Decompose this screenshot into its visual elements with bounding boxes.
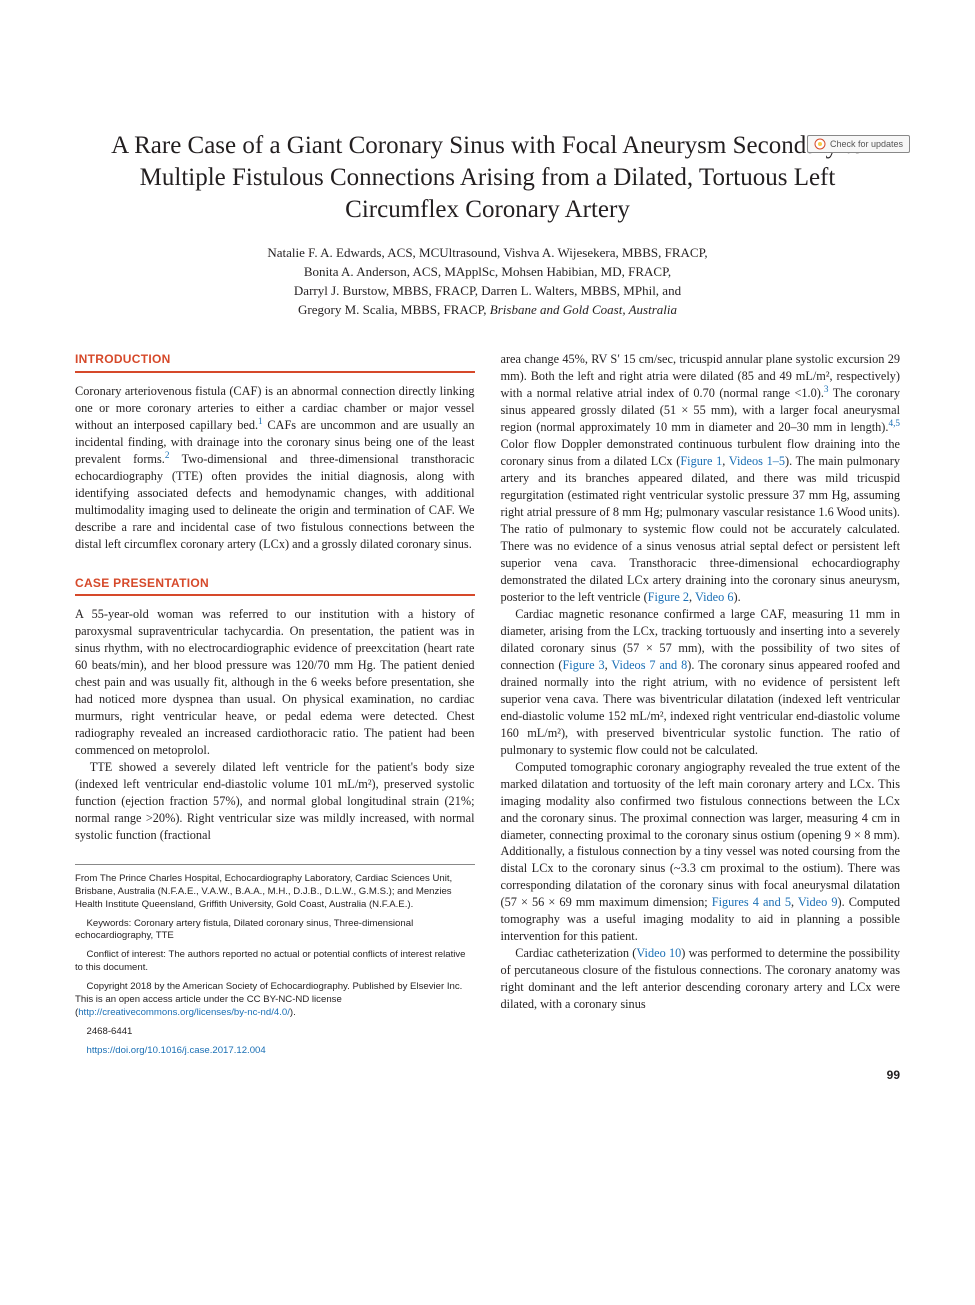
author-location: Brisbane and Gold Coast, Australia xyxy=(490,302,677,317)
figure-ref[interactable]: Figures 4 and 5 xyxy=(712,895,791,909)
authors-line: Gregory M. Scalia, MBBS, FRACP, Brisbane… xyxy=(75,301,900,320)
figure-ref[interactable]: Figure 1 xyxy=(680,454,722,468)
case-presentation-heading-block: CASE PRESENTATION xyxy=(75,575,475,597)
body-text: Two-dimensional and three-dimensional tr… xyxy=(75,452,475,551)
authors-line: Bonita A. Anderson, ACS, MApplSc, Mohsen… xyxy=(75,263,900,282)
video-ref[interactable]: Videos 7 and 8 xyxy=(611,658,687,672)
body-text: Cardiac catheterization ( xyxy=(515,946,636,960)
video-ref[interactable]: Videos 1–5 xyxy=(729,454,785,468)
footnote-text: ). xyxy=(290,1007,296,1018)
authors-line: Darryl J. Burstow, MBBS, FRACP, Darren L… xyxy=(75,282,900,301)
section-heading-case: CASE PRESENTATION xyxy=(75,575,475,592)
body-paragraph: Cardiac catheterization (Video 10) was p… xyxy=(501,945,901,1013)
video-ref[interactable]: Video 9 xyxy=(798,895,838,909)
footnote-issn: 2468-6441 xyxy=(75,1026,475,1039)
authors-block: Natalie F. A. Edwards, ACS, MCUltrasound… xyxy=(75,244,900,319)
crossmark-icon xyxy=(814,138,826,150)
figure-ref[interactable]: Figure 2 xyxy=(648,590,689,604)
section-rule xyxy=(75,371,475,373)
video-ref[interactable]: Video 6 xyxy=(695,590,734,604)
body-paragraph: Computed tomographic coronary angiograph… xyxy=(501,759,901,946)
body-text: ). The main pulmonary artery and its bra… xyxy=(501,454,901,604)
section-heading-introduction: INTRODUCTION xyxy=(75,351,475,368)
footnote-keywords: Keywords: Coronary artery fistula, Dilat… xyxy=(75,918,475,944)
article-body: INTRODUCTION Coronary arteriovenous fist… xyxy=(75,351,900,1058)
check-for-updates-button[interactable]: Check for updates xyxy=(807,135,910,153)
doi-link[interactable]: https://doi.org/10.1016/j.case.2017.12.0… xyxy=(87,1045,266,1056)
footnote-affiliation: From The Prince Charles Hospital, Echoca… xyxy=(75,873,475,912)
body-text: Computed tomographic coronary angiograph… xyxy=(501,760,901,910)
footnotes-block: From The Prince Charles Hospital, Echoca… xyxy=(75,864,475,1058)
introduction-section: INTRODUCTION Coronary arteriovenous fist… xyxy=(75,351,475,552)
body-paragraph: area change 45%, RV S′ 15 cm/sec, tricus… xyxy=(501,351,901,606)
body-paragraph: Cardiac magnetic resonance confirmed a l… xyxy=(501,606,901,759)
section-rule xyxy=(75,594,475,596)
footnote-conflict: Conflict of interest: The authors report… xyxy=(75,949,475,975)
video-ref[interactable]: Video 10 xyxy=(636,946,681,960)
figure-ref[interactable]: Figure 3 xyxy=(562,658,604,672)
footnote-copyright: Copyright 2018 by the American Society o… xyxy=(75,981,475,1020)
body-paragraph: A 55-year-old woman was referred to our … xyxy=(75,606,475,759)
body-paragraph: TTE showed a severely dilated left ventr… xyxy=(75,759,475,844)
article-title: A Rare Case of a Giant Coronary Sinus wi… xyxy=(75,130,900,226)
license-link[interactable]: http://creativecommons.org/licenses/by-n… xyxy=(78,1007,290,1018)
page-number: 99 xyxy=(75,1068,900,1082)
body-text: ). The coronary sinus appeared roofed an… xyxy=(501,658,901,757)
body-paragraph: Coronary arteriovenous fistula (CAF) is … xyxy=(75,383,475,553)
authors-line: Natalie F. A. Edwards, ACS, MCUltrasound… xyxy=(75,244,900,263)
article-header: Check for updates A Rare Case of a Giant… xyxy=(75,130,900,319)
body-text: ). xyxy=(733,590,740,604)
citation-ref[interactable]: 4,5 xyxy=(888,418,900,428)
check-updates-label: Check for updates xyxy=(830,139,903,149)
author-name: Gregory M. Scalia, MBBS, FRACP, xyxy=(298,302,490,317)
